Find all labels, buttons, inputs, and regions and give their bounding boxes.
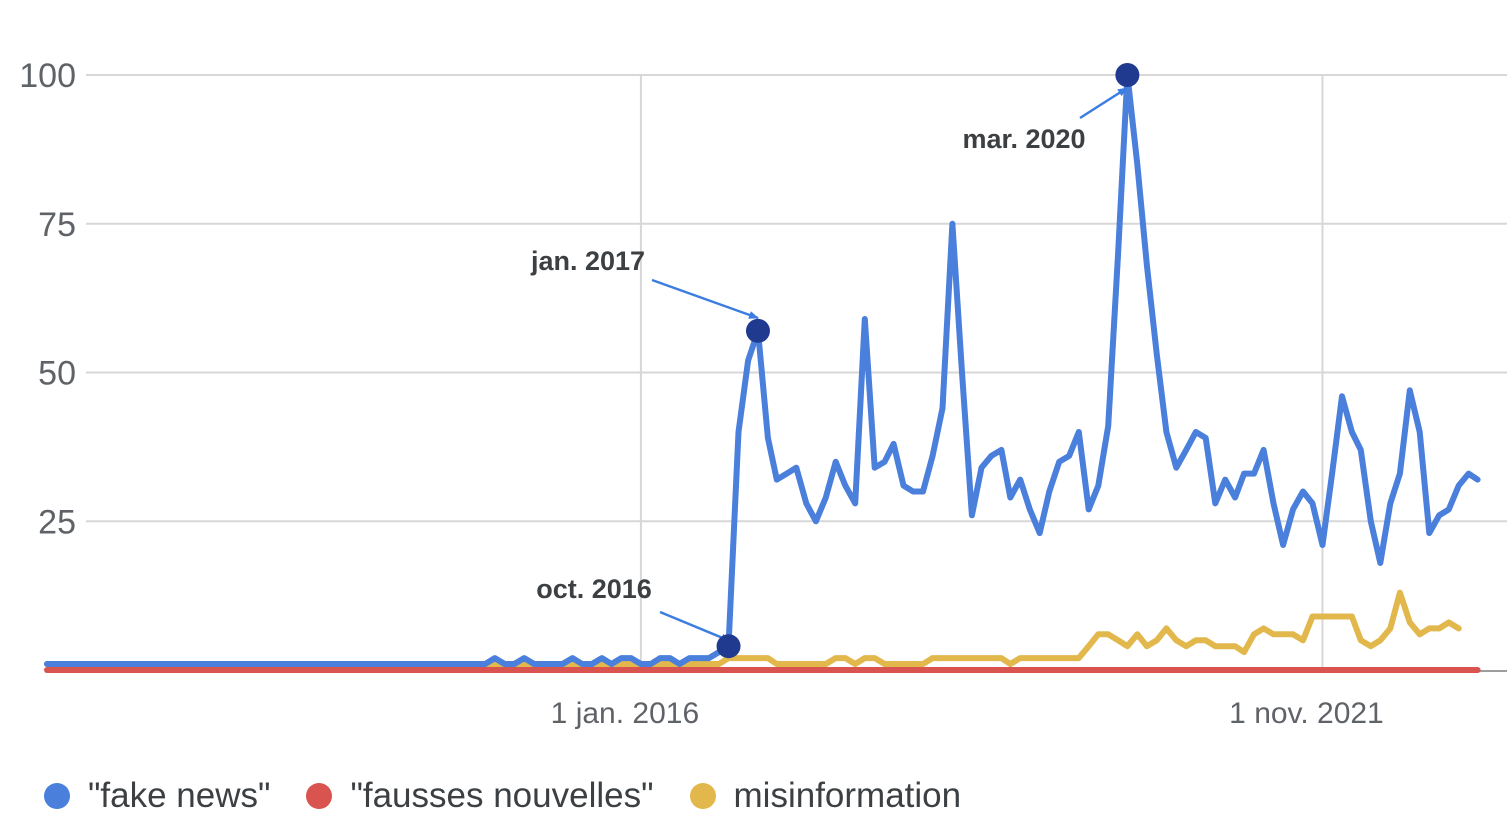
annotation-label-0: oct. 2016: [536, 574, 652, 604]
x-tick-0: 1 jan. 2016: [551, 697, 699, 730]
x-tick-1: 1 nov. 2021: [1229, 697, 1384, 730]
legend-item-2[interactable]: misinformation: [689, 776, 962, 816]
vertical-gridlines: [639, 75, 1324, 670]
annotation-marker-2: [1115, 63, 1140, 87]
legend-item-1[interactable]: "fausses nouvelles": [306, 776, 654, 816]
trend-chart: 25 50 75 100 1 jan. 2016 1 nov. 2021 oct. 20…: [19, 57, 1507, 730]
annotation-arrow-1: [651, 278, 759, 320]
series-line-0: [44, 72, 1481, 667]
y-axis-tick-labels: 25 50 75 100: [19, 57, 76, 541]
legend-swatch-1: [306, 783, 333, 809]
legend-swatch-0: [44, 783, 70, 809]
annotations: oct. 2016 jan. 2017 mar. 2020: [530, 63, 1140, 659]
x-axis-tick-labels: 1 jan. 2016 1 nov. 2021: [551, 697, 1384, 730]
legend: "fake news" "fausses nouvelles" misinforma…: [44, 772, 997, 820]
annotation-arrow-2: [1079, 86, 1128, 120]
y-tick-100: 100: [19, 57, 76, 95]
legend-label-2: misinformation: [733, 776, 962, 815]
y-tick-50: 50: [38, 355, 76, 393]
legend-item-0[interactable]: "fake news": [44, 776, 270, 816]
legend-label-1: "fausses nouvelles": [350, 776, 654, 815]
legend-label-0: "fake news": [88, 776, 271, 815]
annotation-label-2: mar. 2020: [962, 124, 1085, 154]
horizontal-gridlines: [86, 74, 1507, 523]
annotation-arrow-0: [659, 610, 731, 643]
series-line-2: [44, 589, 1462, 667]
annotation-marker-1: [745, 318, 770, 343]
legend-swatch-2: [689, 783, 716, 809]
annotation-marker-0: [716, 634, 741, 659]
series-lines: [44, 72, 1481, 673]
y-tick-75: 75: [38, 206, 76, 244]
annotation-label-1: jan. 2017: [530, 246, 645, 276]
y-tick-25: 25: [38, 503, 76, 541]
